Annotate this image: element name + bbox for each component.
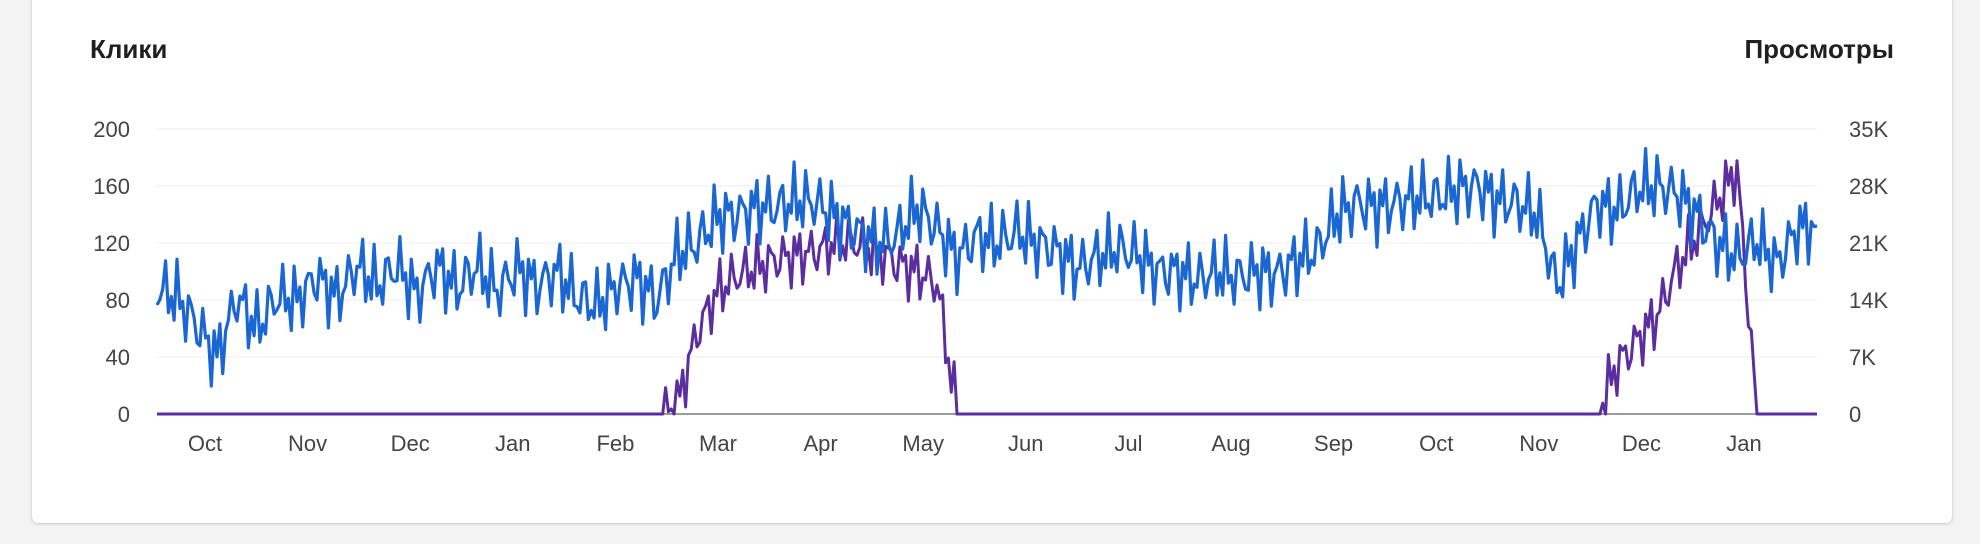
x-tick-label: May (902, 431, 944, 456)
left-tick-label: 40 (106, 345, 130, 370)
x-tick-label: Nov (1519, 431, 1558, 456)
left-tick-label: 200 (93, 117, 130, 142)
x-tick-label: Sep (1314, 431, 1353, 456)
x-tick-label: Dec (391, 431, 430, 456)
right-tick-label: 35K (1849, 117, 1888, 142)
x-tick-label: Jun (1008, 431, 1043, 456)
clicks-series-line (155, 147, 1818, 388)
x-tick-label: Feb (596, 431, 634, 456)
x-tick-label: Oct (188, 431, 222, 456)
right-tick-label: 7K (1849, 345, 1876, 370)
left-tick-label: 120 (93, 231, 130, 256)
x-tick-label: Jan (1726, 431, 1761, 456)
x-tick-label: Dec (1622, 431, 1661, 456)
chart-card: Клики Просмотры 200 35K 160 28K 120 21K 80 14K 4… (32, 0, 1952, 523)
left-tick-label: 0 (118, 402, 130, 427)
left-axis-title: Клики (90, 34, 168, 64)
right-tick-label: 28K (1849, 174, 1888, 199)
x-tick-label: Aug (1211, 431, 1250, 456)
right-tick-label: 0 (1849, 402, 1861, 427)
x-tick-label: Apr (803, 431, 837, 456)
x-tick-label: Jan (495, 431, 530, 456)
line-chart: 200 35K 160 28K 120 21K 80 14K 40 7K 0 0 Oct Nov Dec Ja… (93, 117, 1888, 456)
left-tick-label: 80 (106, 288, 130, 313)
left-tick-label: 160 (93, 174, 130, 199)
right-tick-label: 21K (1849, 231, 1888, 256)
views-series-line (157, 159, 1817, 416)
x-tick-label: Mar (699, 431, 737, 456)
right-axis-title: Просмотры (1744, 34, 1894, 64)
x-tick-label: Nov (288, 431, 327, 456)
right-tick-label: 14K (1849, 288, 1888, 313)
x-tick-label: Jul (1114, 431, 1142, 456)
x-tick-label: Oct (1419, 431, 1453, 456)
